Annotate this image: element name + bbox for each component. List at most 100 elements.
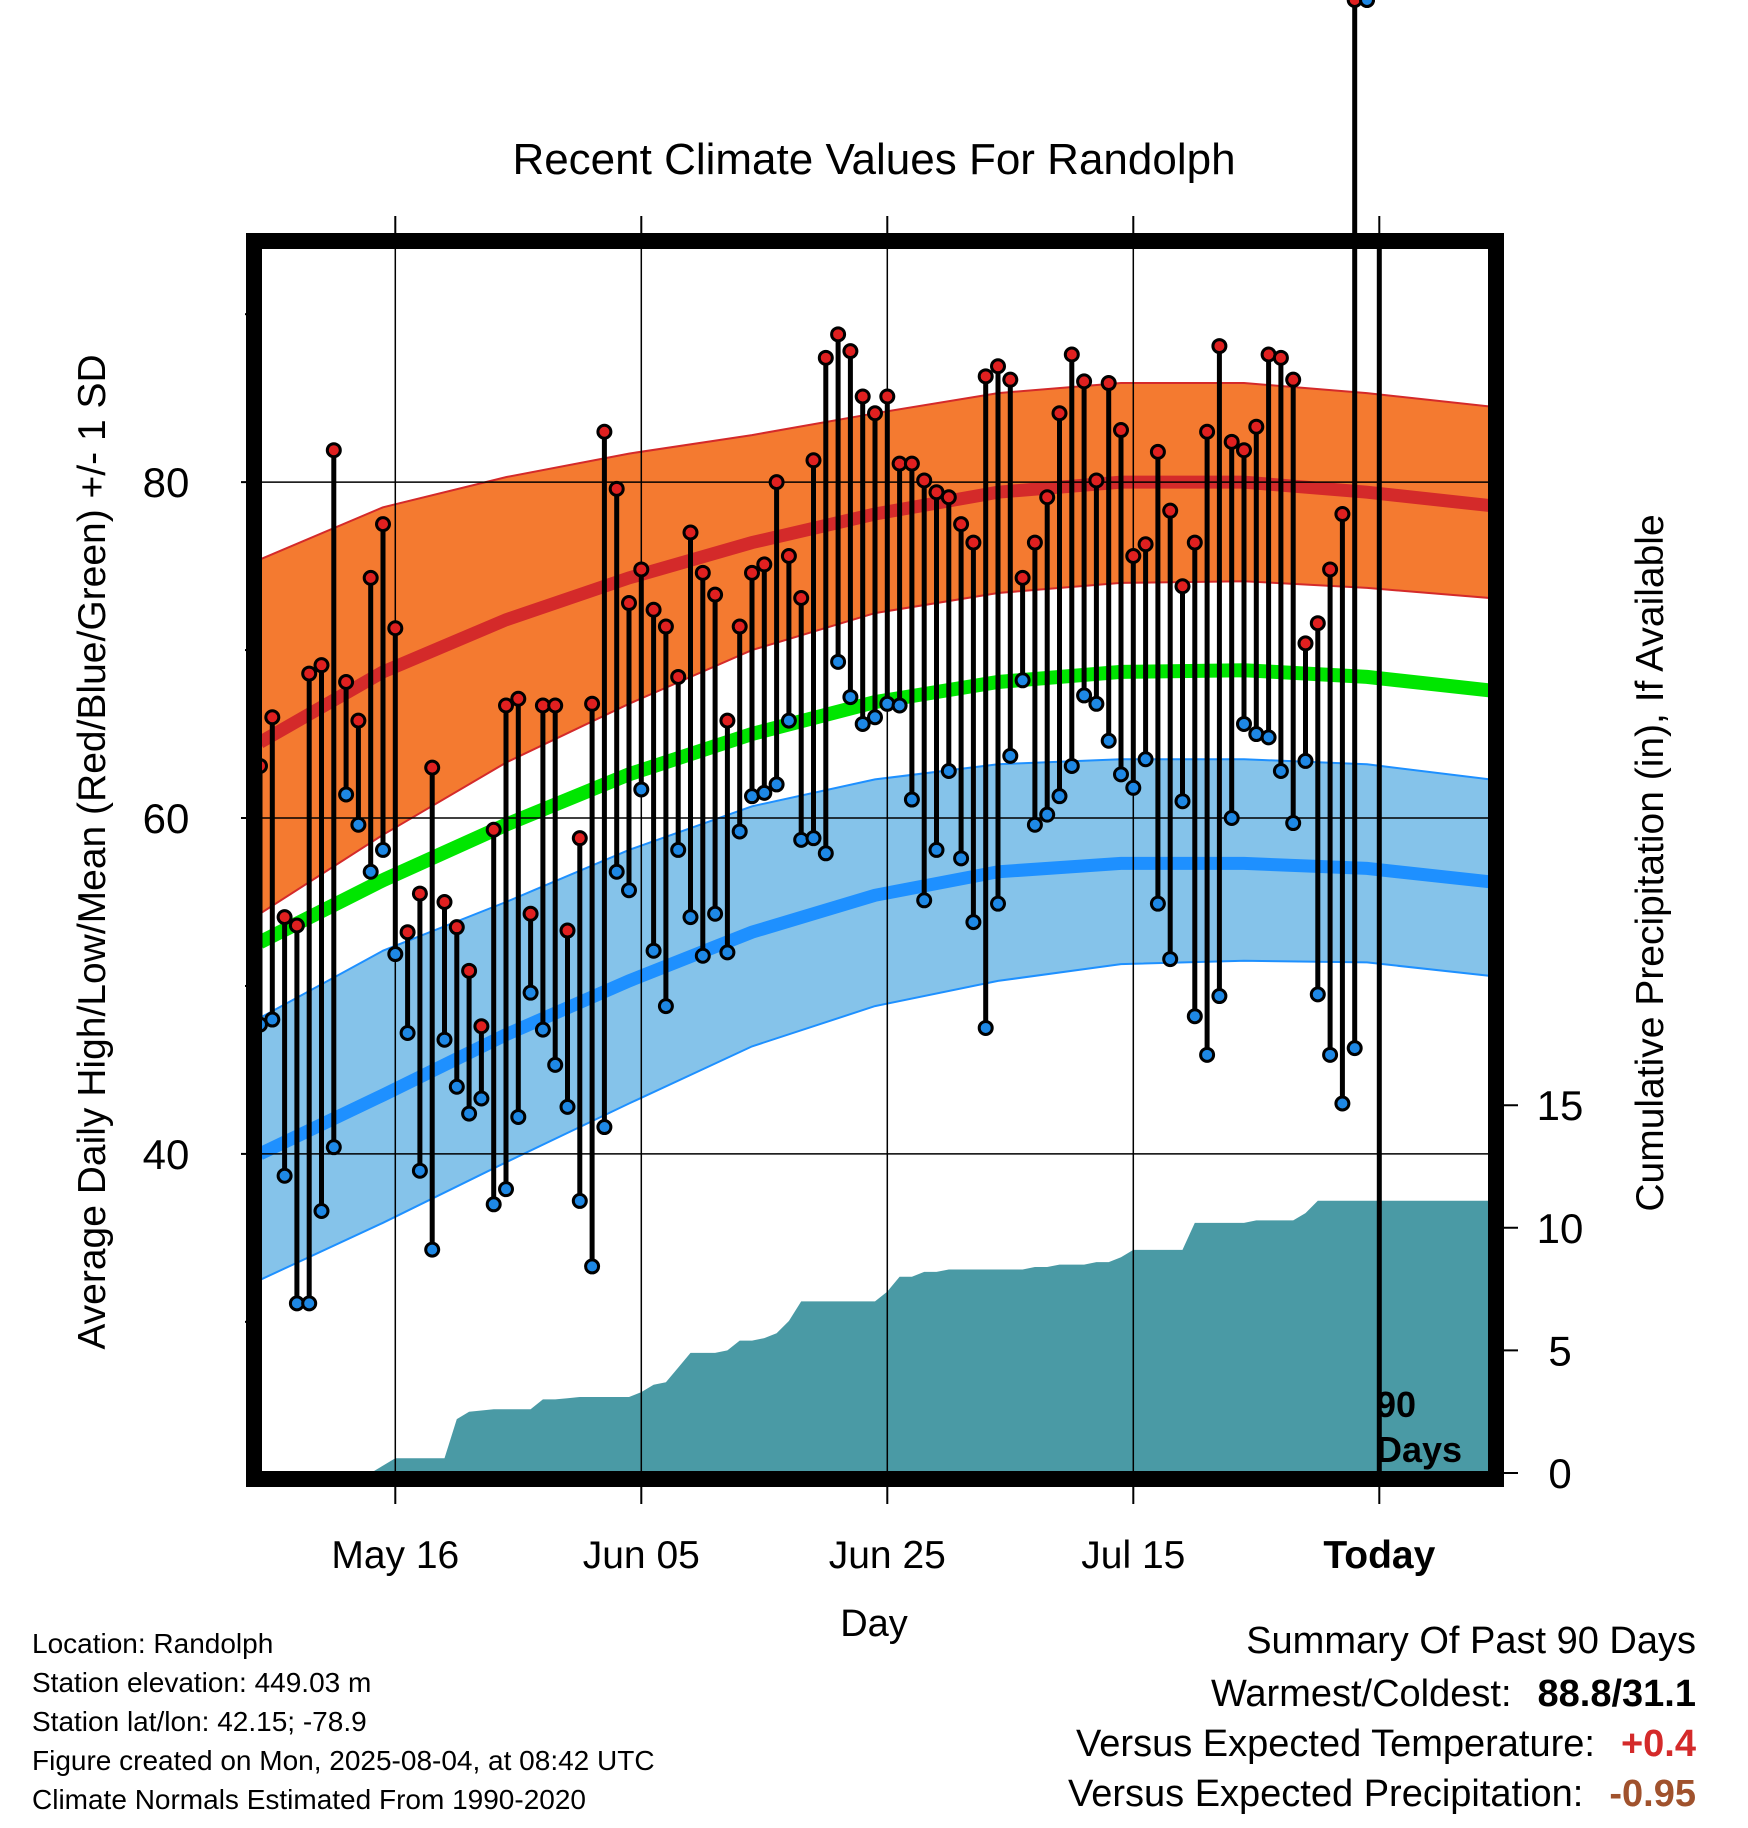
daily-high-point <box>707 586 724 603</box>
daily-high-point <box>547 697 564 714</box>
daily-low-point <box>719 944 736 961</box>
daily-high-point <box>1174 578 1191 595</box>
daily-high-point <box>276 909 293 926</box>
daily-low-point <box>510 1108 527 1125</box>
daily-high-point <box>1039 489 1056 506</box>
daily-high-point <box>830 326 847 343</box>
daily-low-point <box>1346 1040 1363 1057</box>
daily-low-point <box>387 946 404 963</box>
daily-low-point <box>1113 766 1129 783</box>
daily-low-point <box>842 689 859 706</box>
daily-high-point <box>1248 418 1265 435</box>
daily-high-point <box>584 695 601 712</box>
daily-low-point <box>325 1139 342 1156</box>
daily-high-point <box>510 690 527 707</box>
daily-low-point <box>1063 757 1080 774</box>
daily-low-point <box>817 845 834 862</box>
today-marker-label-line2: Days <box>1376 1429 1462 1470</box>
daily-high-point <box>264 709 281 726</box>
plot-frame <box>246 233 1504 1487</box>
daily-high-point <box>522 905 539 922</box>
right-axis-label: Cumulative Precipitation (in), If Availa… <box>1629 514 1672 1211</box>
daily-low-point <box>276 1167 293 1184</box>
precipitation-value: -0.95 <box>1609 1773 1696 1815</box>
daily-high-point <box>596 423 613 440</box>
left-axis-label: Average Daily High/Low/Mean (Red/Blue/Gr… <box>71 354 114 1349</box>
daily-high-point <box>448 919 465 936</box>
daily-low-point <box>264 1011 281 1028</box>
daily-low-point <box>645 942 662 959</box>
daily-high-point <box>473 1018 490 1035</box>
daily-high-point <box>1211 338 1228 355</box>
daily-high-point <box>1285 371 1302 388</box>
daily-low-point <box>1236 715 1252 732</box>
daily-high-point <box>744 564 760 581</box>
daily-low-point <box>559 1098 576 1115</box>
station-info: Location: Randolph Station elevation: 44… <box>32 1624 655 1819</box>
x-axis-label: Day <box>840 1603 908 1645</box>
daily-high-point <box>1014 569 1031 586</box>
daily-high-point <box>1346 0 1363 8</box>
daily-high-point <box>424 759 441 776</box>
daily-low-point <box>436 1031 453 1048</box>
daily-low-point <box>670 841 687 858</box>
daily-high-point <box>756 556 773 573</box>
daily-high-point <box>780 548 797 565</box>
warmest-coldest-value: 88.8/31.1 <box>1537 1673 1696 1715</box>
latlon-text: Station lat/lon: 42.15; -78.9 <box>32 1706 367 1737</box>
daily-high-point <box>1113 422 1129 439</box>
daily-low-point <box>596 1119 613 1136</box>
normals-text: Climate Normals Estimated From 1990-2020 <box>32 1784 586 1815</box>
daily-low-point <box>399 1024 416 1041</box>
temperature-value: +0.4 <box>1620 1723 1696 1765</box>
daily-low-point <box>350 816 367 833</box>
daily-low-point <box>977 1019 994 1036</box>
daily-high-point <box>657 618 674 635</box>
daily-low-point <box>584 1258 601 1275</box>
daily-low-point <box>362 863 379 880</box>
daily-high-point <box>1309 615 1326 632</box>
daily-low-point <box>1272 762 1289 779</box>
daily-low-point <box>916 892 933 909</box>
daily-low-point <box>485 1196 502 1213</box>
daily-high-point <box>805 452 822 469</box>
daily-high-point <box>694 564 711 581</box>
daily-low-point <box>547 1056 564 1073</box>
daily-low-point <box>1334 1095 1351 1112</box>
daily-low-point <box>1297 752 1314 769</box>
y-right-tick-label: 15 <box>1537 1082 1584 1129</box>
daily-high-point <box>301 665 318 682</box>
x-tick-label: Today <box>1323 1534 1435 1577</box>
daily-low-point <box>1223 810 1240 827</box>
location-text: Location: Randolph <box>32 1628 274 1659</box>
x-tick-label: Jun 05 <box>583 1534 700 1577</box>
daily-high-point <box>854 388 871 405</box>
daily-high-point <box>1322 561 1339 578</box>
daily-low-point <box>498 1181 514 1198</box>
daily-high-point <box>768 474 785 491</box>
daily-high-point <box>1100 375 1117 392</box>
daily-low-point <box>940 762 957 779</box>
daily-high-point <box>953 516 970 533</box>
daily-high-point <box>977 368 994 385</box>
daily-low-point <box>473 1090 490 1107</box>
daily-low-point <box>731 823 748 840</box>
daily-high-point <box>916 472 933 489</box>
daily-high-point <box>719 712 736 729</box>
daily-low-point <box>1002 747 1019 764</box>
daily-high-point <box>1149 443 1166 460</box>
x-tick-label: Jul 15 <box>1081 1534 1185 1577</box>
y-left-tick-label: 60 <box>143 795 190 842</box>
daily-high-point <box>940 489 957 506</box>
x-tick-label: Jun 25 <box>829 1534 946 1577</box>
precipitation-fill <box>260 1200 1490 1473</box>
y-right-tick-label: 10 <box>1537 1205 1584 1252</box>
daily-high-point <box>1137 536 1154 553</box>
daily-high-point <box>645 601 662 618</box>
created-text: Figure created on Mon, 2025-08-04, at 08… <box>32 1745 655 1776</box>
daily-high-point <box>1088 472 1105 489</box>
daily-high-point <box>1063 346 1080 363</box>
daily-low-point <box>1186 1008 1203 1025</box>
daily-low-point <box>1076 687 1093 704</box>
daily-high-point <box>670 668 687 685</box>
